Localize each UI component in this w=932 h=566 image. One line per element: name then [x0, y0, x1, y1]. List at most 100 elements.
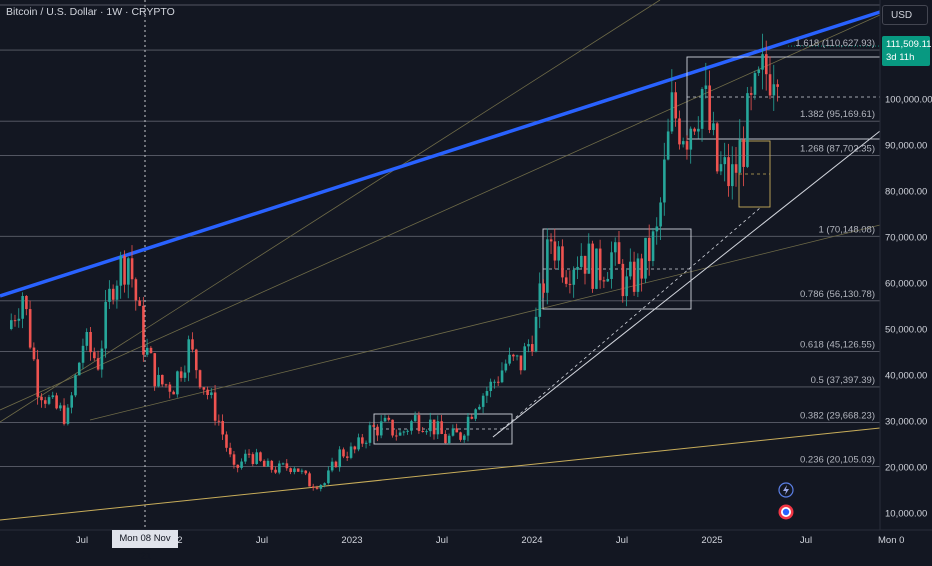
price-chart[interactable]: 1.618 (110,627.93) 1.382 (95,169.61) 1.268…: [0, 0, 932, 550]
candle-body: [327, 470, 330, 484]
price-tick-label: 10,000.00: [885, 509, 927, 520]
candle-body: [232, 454, 236, 465]
candle-body: [300, 470, 304, 472]
candle-body: [315, 487, 319, 489]
candle-body: [194, 349, 198, 371]
candle-body: [111, 288, 115, 300]
candle-body: [602, 280, 606, 282]
candle-body: [364, 442, 368, 444]
candle-body: [130, 258, 134, 280]
price-tick-label: 30,000.00: [885, 417, 927, 428]
candle-body: [632, 261, 636, 292]
candle-body: [772, 84, 776, 96]
candle-body: [512, 354, 515, 357]
candle-body: [236, 464, 240, 468]
candle-body: [376, 426, 379, 436]
candle-body: [240, 461, 243, 468]
candle-body: [700, 89, 704, 129]
candle-body: [508, 354, 511, 364]
candle-body: [655, 226, 659, 232]
candle-body: [474, 409, 477, 419]
candle-body: [704, 85, 708, 90]
candle-body: [145, 347, 149, 355]
candle-body: [183, 372, 187, 378]
candle-body: [455, 428, 459, 433]
candle-body: [153, 353, 157, 387]
candle-body: [765, 54, 768, 75]
candle-body: [595, 248, 598, 289]
currency-button[interactable]: USD: [882, 5, 928, 25]
candle-body: [210, 392, 213, 396]
candle-body: [66, 407, 70, 424]
candle-body: [142, 305, 145, 355]
resistance-line: [0, 10, 881, 298]
candle-body: [161, 374, 164, 385]
time-tick-label: 2023: [341, 535, 362, 546]
price-axis-layer: 100,000.00 90,000.00 80,000.00 70,000.00 60,…: [879, 0, 932, 550]
fib-label-0.618: 0.618 (45,126.55): [800, 339, 875, 350]
candle-body: [357, 437, 360, 450]
candle-body: [436, 421, 440, 435]
candle-body: [319, 484, 323, 489]
candle-body: [519, 355, 523, 371]
candle-body: [444, 433, 447, 444]
candle-body: [138, 300, 141, 306]
candle-body: [127, 258, 130, 285]
candle-body: [723, 157, 727, 165]
candle-body: [361, 437, 364, 444]
candle-body: [21, 296, 24, 319]
fib-label-0.786: 0.786 (56,130.78): [800, 289, 875, 300]
candle-body: [761, 54, 764, 70]
candle-body: [108, 288, 111, 302]
us-flag-event-icon[interactable]: [778, 504, 794, 520]
candle-body: [734, 164, 738, 173]
candle-body: [28, 309, 32, 348]
candle-body: [678, 118, 681, 145]
trendline-layer: [0, 0, 881, 521]
time-axis-right-edge: Mon 0: [878, 535, 904, 546]
candle-body: [463, 435, 466, 440]
candle-body: [708, 85, 711, 130]
candles-layer: [10, 33, 880, 492]
candle-body: [262, 460, 266, 467]
candle-body: [515, 355, 519, 357]
candle-body: [572, 269, 576, 285]
candle-body: [43, 400, 47, 404]
price-tick-label: 100,000.00: [885, 95, 932, 106]
candle-body: [568, 283, 572, 285]
candle-body: [123, 255, 126, 285]
candle-body: [727, 157, 730, 187]
candle-body: [323, 483, 326, 485]
candle-body: [225, 434, 228, 448]
candle-body: [523, 346, 526, 371]
candle-body: [395, 435, 398, 437]
price-tick-label: 60,000.00: [885, 279, 927, 290]
candle-body: [557, 246, 560, 261]
lightning-event-icon[interactable]: [778, 482, 794, 498]
candle-body: [10, 320, 13, 329]
candle-body: [51, 395, 55, 398]
candle-body: [85, 331, 89, 346]
candle-body: [206, 389, 209, 396]
candle-body: [693, 128, 696, 132]
candle-body: [244, 453, 247, 462]
candle-body: [353, 446, 357, 450]
candle-body: [172, 391, 175, 395]
candle-body: [583, 255, 587, 274]
candle-body: [421, 430, 425, 432]
candle-body: [459, 432, 462, 440]
fib-label-1.382: 1.382 (95,169.61): [800, 109, 875, 120]
candle-body: [712, 123, 715, 130]
candle-body: [504, 363, 508, 371]
candle-body: [55, 395, 58, 409]
candle-body: [614, 242, 617, 253]
candle-body: [334, 461, 338, 468]
symbol-title[interactable]: Bitcoin / U.S. Dollar · 1W · CRYPTO: [6, 6, 175, 18]
last-price-badge: 111,509.11 3d 11h: [882, 36, 931, 66]
price-tick-label: 70,000.00: [885, 233, 927, 244]
candle-body: [36, 359, 40, 397]
candle-body: [134, 279, 138, 301]
candle-body: [447, 435, 451, 444]
candle-body: [278, 463, 281, 473]
fib-label-1: 1 (70,148.08): [818, 224, 875, 235]
